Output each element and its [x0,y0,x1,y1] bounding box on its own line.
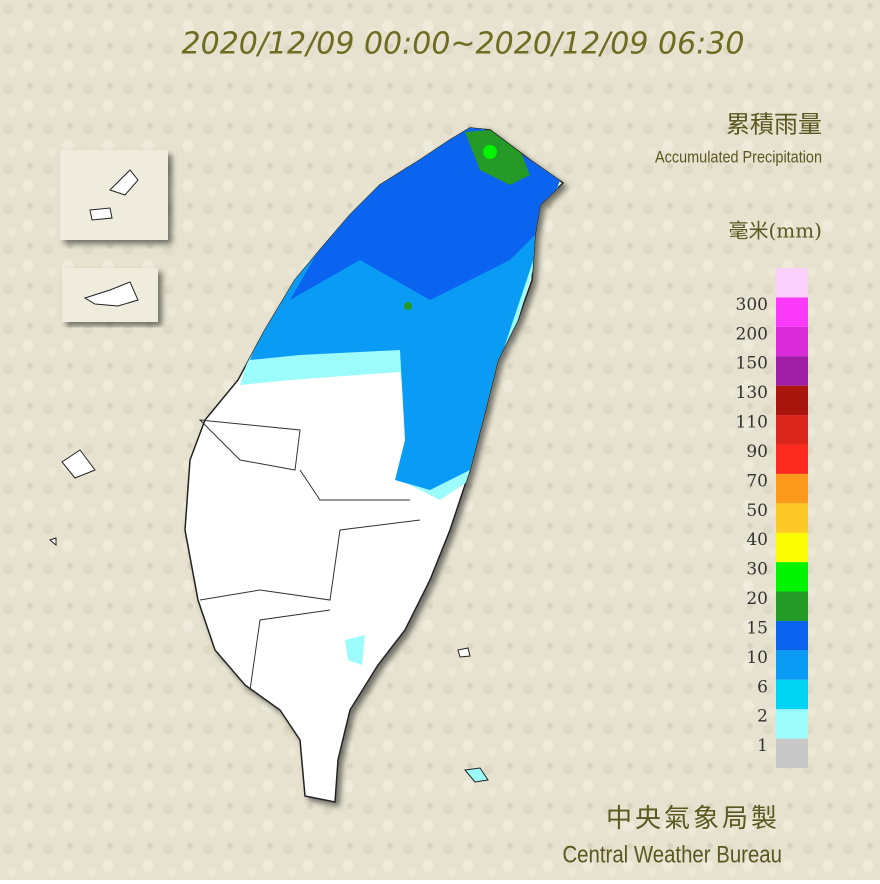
legend-title: 累積雨量 [726,111,822,139]
legend-swatch [776,650,808,680]
legend-swatch [776,532,808,563]
legend-subtitle: Accumulated Precipitation [655,148,822,166]
legend-swatch [776,679,808,710]
legend-swatch [776,415,808,445]
legend-level: 90 [746,442,768,462]
legend-level: 110 [736,413,768,433]
legend-swatch [776,356,808,386]
legend-level: 2 [757,707,768,727]
legend-swatch [776,385,808,416]
agency: 中央氣象局製 [606,804,780,834]
legend-swatch [776,503,808,533]
islands [48,150,168,547]
legend-swatch [776,444,808,474]
legend-level: 130 [736,383,768,403]
legend-level: 40 [746,530,768,550]
legend-swatch [776,591,808,621]
legend-level: 20 [746,589,768,609]
legend-level: 50 [746,501,768,521]
legend-swatch [776,738,808,768]
legend: 1 2 6 10 15 20 30 40 50 70 90 110 130 150 200 300 [736,268,808,768]
legend-swatch [776,326,808,357]
title: 2020/12/09 00:00~2020/12/09 06:30 [182,27,745,62]
taiwan-map [184,127,564,803]
legend-level: 1 [757,736,768,756]
legend-swatch [776,562,808,592]
legend-level: 10 [746,648,768,668]
legend-swatch [776,620,808,651]
agency-en: Central Weather Bureau [562,841,782,868]
legend-level: 200 [736,324,768,344]
legend-level: 15 [746,618,768,638]
legend-swatch [776,268,808,298]
legend-level: 6 [757,677,768,697]
legend-level: 30 [746,560,768,580]
legend-level: 300 [736,295,768,315]
legend-unit: 毫米(mm) [728,219,822,243]
legend-swatch [776,709,808,739]
legend-swatch [776,297,808,327]
legend-swatch [776,473,808,504]
legend-level: 70 [746,471,768,491]
legend-level: 150 [736,354,768,374]
